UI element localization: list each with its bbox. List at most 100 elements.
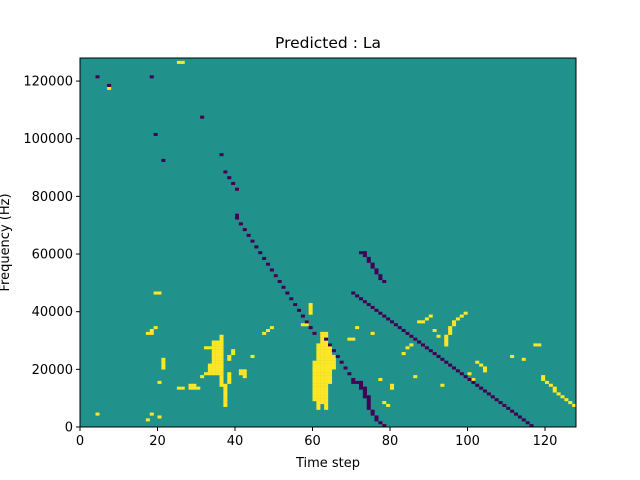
heatmap-cell-high — [215, 357, 220, 361]
heatmap-cell-low — [347, 372, 352, 376]
heatmap-cell-high — [200, 375, 205, 379]
heatmap-cell-high — [568, 401, 573, 405]
heatmap-cell-high — [308, 305, 313, 309]
heatmap-cell-low — [161, 158, 166, 162]
heatmap-cell-low — [200, 115, 205, 119]
heatmap-cell-high — [157, 380, 162, 384]
heatmap-cell-high — [324, 380, 329, 384]
heatmap-cell-low — [463, 375, 468, 379]
heatmap-cell-high — [316, 363, 321, 367]
heatmap-cell-high — [324, 383, 329, 387]
heatmap-cell-high — [312, 377, 317, 382]
heatmap-cell-high — [215, 372, 220, 376]
heatmap-cell-high — [219, 354, 224, 358]
heatmap-cell-low — [366, 395, 371, 399]
heatmap-cell-low — [362, 300, 367, 304]
heatmap-cell-high — [176, 60, 181, 64]
heatmap-cell-high — [440, 383, 445, 387]
heatmap-cell-low — [436, 354, 441, 358]
heatmap-cell-low — [370, 305, 375, 309]
heatmap-cell-high — [219, 380, 224, 384]
heatmap-cell-low — [227, 176, 232, 180]
heatmap-cell-high — [312, 380, 317, 384]
heatmap-cell-high — [320, 343, 325, 347]
heatmap-cell-low — [300, 314, 305, 318]
heatmap-cell-high — [223, 398, 228, 402]
heatmap-cell-high — [316, 360, 321, 364]
heatmap-cell-low — [266, 262, 271, 266]
heatmap-cell-high — [312, 386, 317, 390]
heatmap-cell-high — [207, 366, 212, 370]
heatmap-cell-low — [424, 346, 429, 350]
heatmap-cell-low — [242, 228, 247, 232]
heatmap-cell-low — [378, 277, 383, 281]
heatmap-cell-high — [145, 331, 150, 335]
heatmap-cell-high — [211, 354, 216, 358]
heatmap-cell-high — [483, 369, 488, 373]
heatmap-cell-low — [219, 153, 224, 157]
heatmap-cell-high — [215, 354, 220, 358]
heatmap-cell-low — [382, 424, 387, 428]
heatmap-cell-low — [459, 372, 464, 376]
heatmap-cell-high — [324, 369, 329, 373]
chart-title: Predicted : La — [275, 34, 381, 52]
heatmap-cell-high — [207, 363, 212, 367]
heatmap-cell-high — [176, 386, 181, 390]
heatmap-cell-low — [506, 406, 511, 410]
heatmap-cell-high — [320, 398, 325, 402]
heatmap-cell-high — [324, 354, 329, 358]
heatmap-cell-low — [238, 222, 243, 226]
heatmap-cell-low — [362, 386, 367, 390]
heatmap-cell-low — [366, 398, 371, 402]
heatmap-cell-high — [328, 377, 333, 382]
heatmap-cell-high — [448, 331, 453, 335]
heatmap-cell-low — [514, 412, 519, 416]
heatmap-cell-high — [204, 346, 209, 350]
heatmap-cell-high — [424, 317, 429, 321]
heatmap-cell-high — [413, 375, 418, 379]
heatmap-cell-high — [312, 366, 317, 370]
heatmap-cell-low — [343, 366, 348, 370]
heatmap-cell-high — [312, 369, 317, 373]
heatmap-cell-low — [355, 380, 360, 384]
heatmap-cell-high — [316, 386, 321, 390]
heatmap-cell-low — [401, 328, 406, 333]
heatmap-cell-high — [320, 386, 325, 390]
heatmap-cell-low — [366, 303, 371, 307]
heatmap-cell-high — [312, 363, 317, 367]
heatmap-cell-high — [161, 360, 166, 364]
heatmap-cell-high — [207, 369, 212, 373]
heatmap-cell-high — [316, 366, 321, 370]
heatmap-cell-high — [250, 354, 255, 358]
heatmap-cell-low — [378, 311, 383, 315]
heatmap-cell-low — [351, 380, 356, 384]
heatmap-cell-high — [444, 340, 449, 344]
heatmap-cell-high — [316, 395, 321, 399]
heatmap-cell-low — [285, 291, 290, 295]
heatmap-cell-high — [459, 314, 464, 318]
heatmap-cell-high — [316, 354, 321, 358]
heatmap-cell-high — [320, 354, 325, 358]
heatmap-cell-high — [219, 377, 224, 382]
heatmap-cell-high — [324, 334, 329, 338]
heatmap-cell-high — [316, 401, 321, 405]
heatmap-cell-low — [428, 349, 433, 353]
heatmap-cell-high — [219, 340, 224, 344]
heatmap-cell-high — [541, 377, 546, 382]
heatmap-cell-high — [107, 86, 112, 90]
heatmap-cell-high — [219, 334, 224, 338]
heatmap-cell-low — [366, 403, 371, 407]
heatmap-cell-low — [277, 279, 282, 284]
heatmap-cell-high — [308, 311, 313, 315]
x-tick-label: 20 — [149, 434, 166, 449]
heatmap-cell-high — [153, 326, 158, 330]
heatmap-cell-low — [417, 340, 422, 344]
y-tick-label: 120000 — [23, 75, 73, 90]
heatmap-cell-high — [312, 360, 317, 364]
heatmap-cell-low — [467, 377, 472, 382]
heatmap-cell-low — [483, 389, 488, 393]
heatmap-cell-high — [223, 392, 228, 396]
heatmap-cell-low — [510, 409, 515, 413]
heatmap-cell-high — [324, 346, 329, 350]
heatmap-cell-low — [432, 352, 437, 356]
